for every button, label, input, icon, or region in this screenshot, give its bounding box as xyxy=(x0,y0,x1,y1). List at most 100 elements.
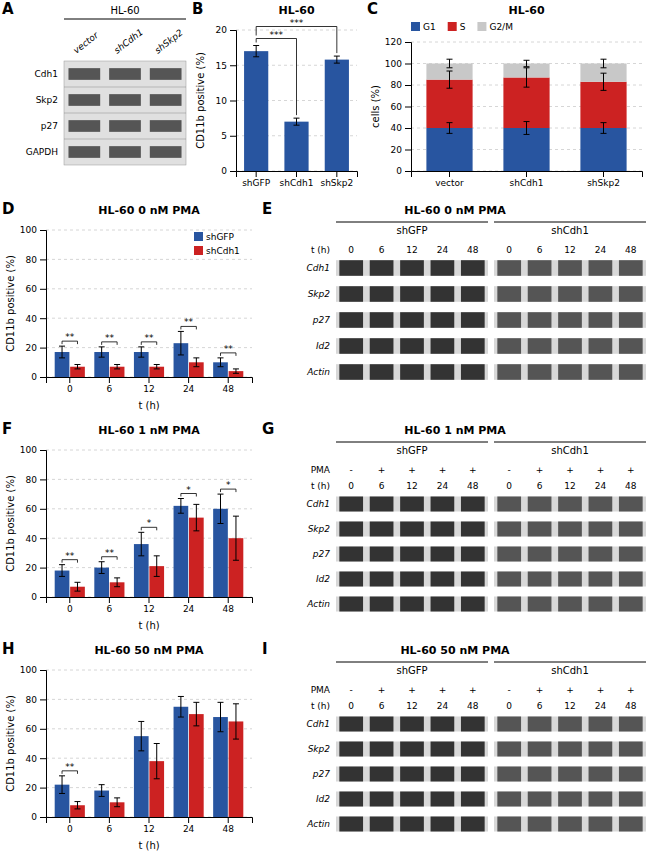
legend-label: S xyxy=(460,22,466,32)
bar xyxy=(174,707,189,817)
x-tick-label: 24 xyxy=(183,384,195,394)
x-tick-mark xyxy=(449,171,450,177)
band xyxy=(558,547,582,562)
x-tick-mark xyxy=(188,817,189,823)
x-tick: 12 xyxy=(143,597,154,614)
grid xyxy=(46,230,252,377)
lane-label: 0 xyxy=(506,245,512,255)
x-tick-mark xyxy=(336,171,337,177)
y-tick-mark xyxy=(40,597,46,598)
x-tick: 6 xyxy=(107,817,113,834)
x-tick-label: 48 xyxy=(223,604,235,614)
lane-label: 24 xyxy=(437,481,449,491)
lane-label: 6 xyxy=(537,701,543,711)
lane-label: 12 xyxy=(564,481,575,491)
x-tick-mark xyxy=(188,597,189,603)
significance: ********** xyxy=(62,317,236,355)
band xyxy=(400,792,424,807)
blot-background xyxy=(336,572,488,587)
blot-background xyxy=(336,717,488,732)
row-label: p27 xyxy=(312,549,330,559)
x-axis: vectorshCdh1shSkp2 xyxy=(412,171,643,188)
blot-background xyxy=(494,260,646,276)
blot-background xyxy=(494,817,646,832)
band xyxy=(370,717,394,732)
x-tick-label: 24 xyxy=(183,604,195,614)
x-tick-mark xyxy=(526,171,527,177)
blot-background xyxy=(336,260,488,276)
lane-label: 0 xyxy=(348,245,354,255)
y-tick: 0 xyxy=(396,166,411,176)
blot-background xyxy=(494,742,646,757)
row-label: Id2 xyxy=(316,341,330,351)
error-bar xyxy=(138,347,144,357)
sig-label: * xyxy=(226,480,231,490)
y-axis-title: CD11b positive (%) xyxy=(5,255,16,352)
band xyxy=(619,792,643,807)
y-tick-mark xyxy=(230,171,236,172)
row-label: Skp2 xyxy=(308,289,331,299)
marks xyxy=(426,59,626,171)
band xyxy=(558,522,582,537)
blot-background xyxy=(336,364,488,380)
band xyxy=(558,286,582,302)
blot-background xyxy=(336,597,488,612)
marks xyxy=(55,696,244,817)
bar xyxy=(325,60,349,171)
y-axis: 020406080100120 xyxy=(385,37,412,176)
y-axis-line xyxy=(230,31,237,172)
error-bar xyxy=(114,578,120,587)
band xyxy=(370,522,394,537)
band xyxy=(589,522,613,537)
lane-label: + xyxy=(469,685,477,695)
x-tick-mark xyxy=(109,597,110,603)
band xyxy=(431,497,455,512)
y-tick-mark xyxy=(40,348,46,349)
x-axis: 06122448 xyxy=(47,597,253,614)
y-tick: 0 xyxy=(31,592,46,602)
band xyxy=(619,817,643,832)
band xyxy=(339,572,363,587)
sig-label: *** xyxy=(290,18,304,28)
sig-label: ** xyxy=(224,344,234,354)
y-axis-title: CD11b positive (%) xyxy=(5,695,16,792)
y-tick: 60 xyxy=(26,724,46,734)
error-bar xyxy=(99,347,105,357)
lane-label: 0 xyxy=(506,481,512,491)
band xyxy=(619,286,643,302)
band xyxy=(497,742,521,757)
band xyxy=(528,742,552,757)
band xyxy=(370,547,394,562)
band xyxy=(558,717,582,732)
band xyxy=(619,597,643,612)
x-tick-mark xyxy=(228,377,229,383)
group-line xyxy=(336,222,488,223)
x-tick-label: shGFP xyxy=(242,178,271,188)
band xyxy=(400,260,424,276)
row-label: t (h) xyxy=(311,245,330,255)
error-bar xyxy=(233,369,239,373)
error-bar xyxy=(294,118,300,125)
sig-label: * xyxy=(147,518,152,528)
y-tick: 15 xyxy=(216,61,236,71)
y-tick-label: 15 xyxy=(216,61,227,71)
blot-background xyxy=(494,338,646,354)
lane-label: 24 xyxy=(437,245,449,255)
y-tick-label: 0 xyxy=(31,812,37,822)
band xyxy=(370,597,394,612)
band xyxy=(370,497,394,512)
error-bar xyxy=(218,702,224,731)
row-label: Actin xyxy=(306,819,330,829)
row-label: t (h) xyxy=(311,701,330,711)
panel: F*******02040608010006122448HL-60 1 nM P… xyxy=(2,420,253,631)
blot-background xyxy=(336,817,488,832)
lane-label: 24 xyxy=(595,481,607,491)
band xyxy=(339,717,363,732)
legend-label: G2/M xyxy=(489,22,513,32)
y-tick: 40 xyxy=(391,123,411,133)
band xyxy=(619,522,643,537)
y-tick: 100 xyxy=(20,225,46,235)
band xyxy=(528,286,552,302)
error-bar xyxy=(447,59,453,68)
band xyxy=(497,717,521,732)
